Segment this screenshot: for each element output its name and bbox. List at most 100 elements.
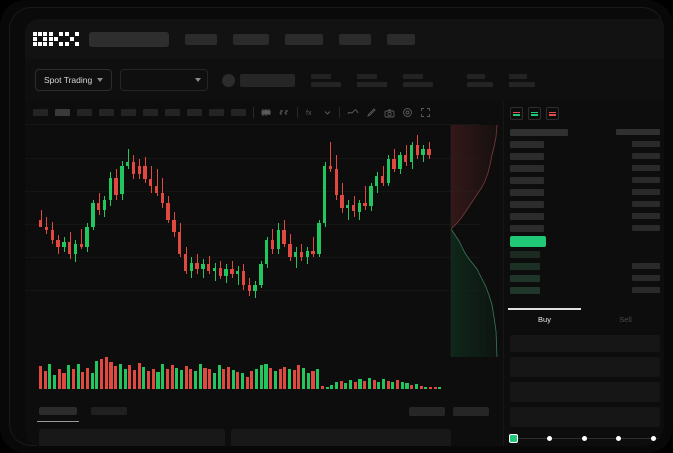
candle-body (39, 220, 43, 227)
price-input[interactable] (510, 357, 660, 377)
candle-body (50, 230, 54, 241)
orderbook-mode-combined[interactable] (510, 107, 523, 120)
candle-body (363, 203, 367, 207)
timeframe-button-6[interactable] (143, 109, 158, 116)
order-book-row-bid[interactable] (510, 284, 660, 296)
volume-bar (81, 371, 85, 389)
indicators-icon[interactable]: fx (305, 108, 316, 117)
order-type-select[interactable] (510, 335, 660, 352)
timeframe-button-7[interactable] (165, 109, 180, 116)
candle-body (299, 252, 304, 258)
toolbar-divider (339, 107, 340, 118)
timeframe-button-3[interactable] (77, 109, 92, 116)
stat-label (357, 73, 378, 79)
order-book-row-ask[interactable] (510, 138, 660, 150)
volume-bar (170, 365, 174, 389)
top-navigation-bar: OKX (25, 19, 664, 59)
draw-pencil-icon[interactable] (366, 107, 377, 118)
timeframe-button-8[interactable] (187, 109, 202, 116)
chart-footer-btn-2[interactable] (453, 406, 489, 416)
chart-tab-depth[interactable] (91, 407, 127, 415)
slider-tick-50[interactable] (581, 435, 587, 441)
volume-bar (297, 365, 301, 389)
slider-tick-100[interactable] (651, 435, 656, 441)
orderbook-last-price (510, 234, 660, 248)
chart-tab-trading-view[interactable] (37, 407, 79, 422)
volume-bar (377, 381, 381, 389)
order-book-row-ask[interactable] (510, 162, 660, 174)
volume-bar (118, 364, 122, 389)
slider-tick-25[interactable] (546, 435, 552, 441)
order-book-depth-chart (449, 125, 501, 357)
ticker-bar: Spot Trading (25, 59, 664, 101)
candle-body (67, 242, 72, 254)
logo-glyph-k (49, 32, 63, 46)
candle-wick (127, 148, 129, 169)
candlestick-chart-icon[interactable] (261, 108, 272, 117)
slider-tick-75[interactable] (616, 435, 622, 441)
stat-24h-low (403, 73, 434, 87)
volume-bar (433, 386, 437, 389)
slider-handle[interactable] (509, 433, 518, 443)
candle-wick (156, 169, 158, 197)
stat-24h-turnover (509, 73, 536, 87)
global-search-input[interactable] (89, 31, 169, 47)
orderbook-mode-asks-only[interactable] (546, 107, 559, 120)
total-input[interactable] (510, 407, 660, 427)
bottom-panel-open-orders[interactable] (39, 429, 225, 446)
fullscreen-expand-icon[interactable] (420, 107, 431, 118)
order-book-row-ask[interactable] (510, 210, 660, 222)
timeframe-button-2[interactable] (55, 109, 70, 116)
timeframe-button-1[interactable] (33, 109, 48, 116)
bottom-panel-trade-history[interactable] (231, 429, 451, 446)
orderbook-price-cell (632, 213, 660, 219)
volume-bar (198, 364, 202, 389)
tab-sell[interactable]: Sell (619, 314, 632, 324)
candle-body (375, 175, 379, 186)
chart-footer-btn-1[interactable] (409, 406, 445, 416)
order-book-row-ask[interactable] (510, 186, 660, 198)
candle-body (183, 254, 188, 271)
order-book-row-ask[interactable] (510, 198, 660, 210)
candle-wick (81, 228, 83, 249)
trading-pair-select[interactable] (120, 69, 209, 91)
timeframe-button-9[interactable] (209, 109, 224, 116)
settings-gear-icon[interactable] (402, 107, 413, 118)
orderbook-price-cell (632, 177, 660, 183)
camera-snapshot-icon[interactable] (384, 108, 395, 118)
nav-item-1[interactable] (185, 33, 217, 45)
volume-bar (344, 383, 348, 389)
chart-type-dropdown-icon[interactable] (323, 108, 332, 117)
order-book-row-bid[interactable] (510, 260, 660, 272)
spot-trading-mode-button[interactable]: Spot Trading (35, 69, 113, 91)
candlestick-series (25, 125, 480, 323)
order-book-row-ask[interactable] (510, 174, 660, 186)
amount-input[interactable] (510, 382, 660, 402)
timeframe-button-4[interactable] (99, 109, 114, 116)
okx-logo[interactable]: OKX (33, 32, 79, 46)
candle-body (415, 145, 419, 156)
order-book-row-bid[interactable] (510, 248, 660, 260)
price-chart[interactable] (25, 125, 480, 323)
volume-bar (255, 368, 259, 389)
nav-item-4[interactable] (339, 33, 371, 45)
tab-buy[interactable]: Buy (504, 308, 585, 330)
nav-item-2[interactable] (233, 33, 269, 45)
order-book-row-bid[interactable] (510, 272, 660, 284)
timeframe-button-10[interactable] (231, 109, 246, 116)
timeframe-button-5[interactable] (121, 109, 136, 116)
bar-chart-icon[interactable] (279, 108, 290, 117)
candle-wick (237, 265, 239, 285)
nav-item-3[interactable] (285, 33, 323, 45)
candle-body (241, 271, 246, 285)
orderbook-mode-bids-only[interactable] (528, 107, 541, 120)
obmode-line (549, 114, 556, 116)
volume-bar (39, 366, 43, 389)
line-chart-icon[interactable] (347, 108, 359, 117)
nav-item-5[interactable] (387, 33, 415, 45)
order-book[interactable] (504, 124, 664, 306)
order-book-row-ask[interactable] (510, 150, 660, 162)
amount-percentage-slider[interactable] (508, 432, 662, 446)
obmode-line (549, 111, 556, 113)
order-book-row-ask[interactable] (510, 222, 660, 234)
